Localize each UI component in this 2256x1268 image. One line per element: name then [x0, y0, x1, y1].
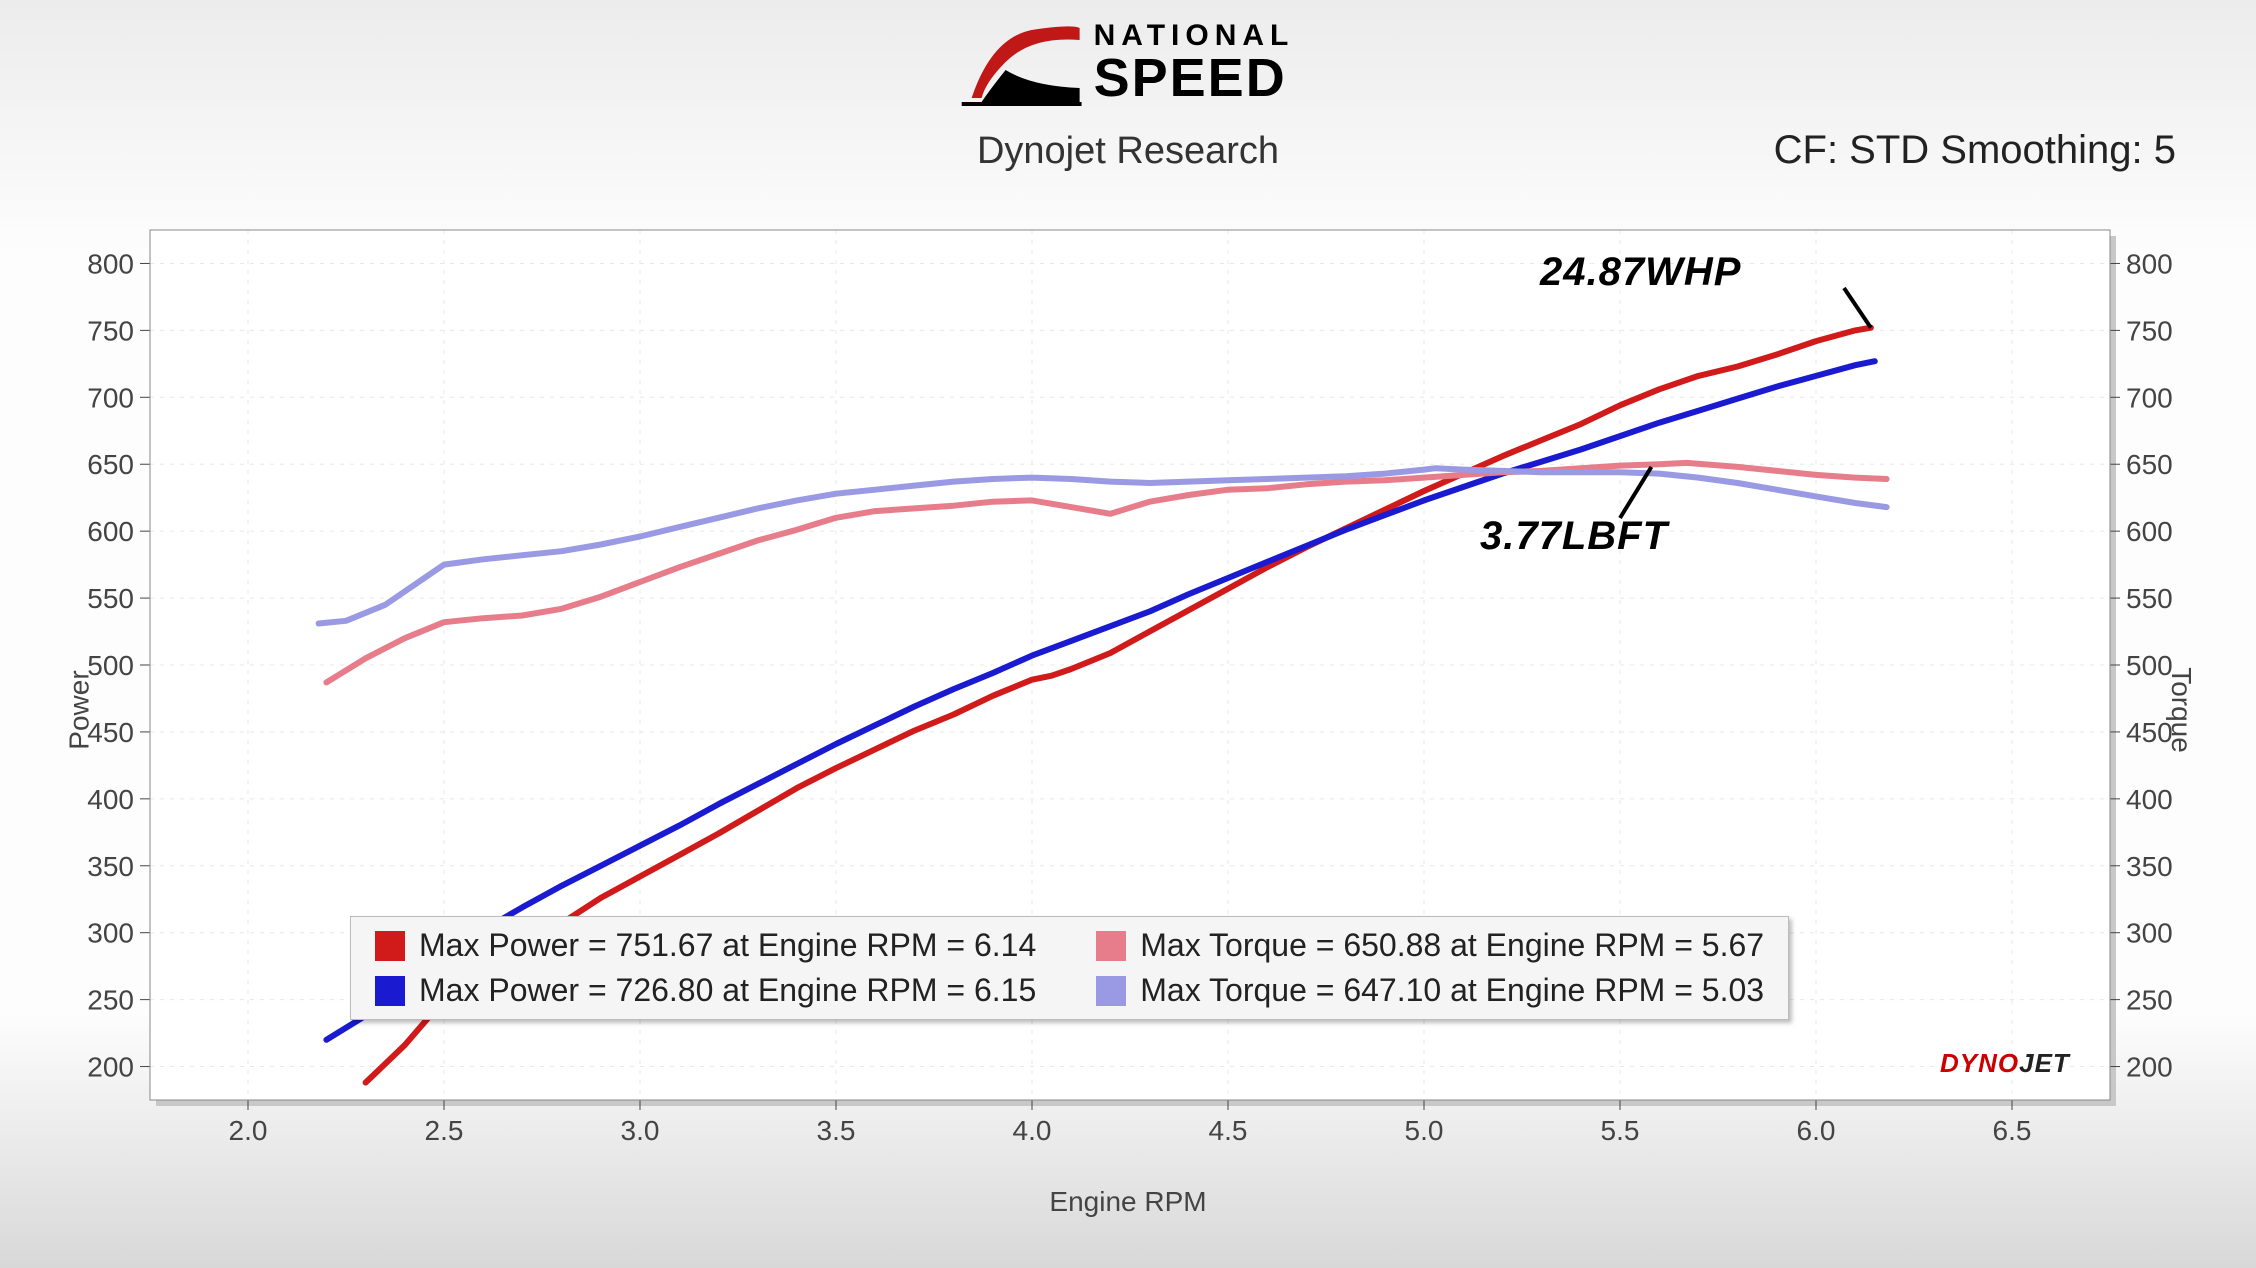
svg-text:750: 750 — [87, 315, 134, 346]
cf-smoothing-text: CF: STD Smoothing: 5 — [1774, 128, 2176, 173]
svg-text:200: 200 — [87, 1052, 134, 1083]
legend-item: Max Power = 726.80 at Engine RPM = 6.15 — [375, 972, 1036, 1009]
annotation-lbft: 3.77LBFT — [1480, 514, 1668, 559]
svg-text:6.5: 6.5 — [1993, 1115, 2032, 1146]
legend-label: Max Power = 751.67 at Engine RPM = 6.14 — [419, 927, 1036, 964]
svg-text:700: 700 — [2126, 382, 2173, 413]
page: NATIONAL SPEED Dynojet Research CF: STD … — [0, 0, 2256, 1268]
svg-text:3.5: 3.5 — [817, 1115, 856, 1146]
svg-text:6.0: 6.0 — [1797, 1115, 1836, 1146]
legend-item: Max Power = 751.67 at Engine RPM = 6.14 — [375, 927, 1036, 964]
y-axis-right-label: Torque — [2165, 667, 2197, 753]
legend-swatch — [375, 976, 405, 1006]
dynojet-watermark: DYNOJET — [1940, 1048, 2070, 1079]
y-axis-left-label: Power — [64, 670, 96, 749]
svg-text:750: 750 — [2126, 315, 2173, 346]
subtitle: Dynojet Research — [977, 130, 1279, 173]
annotation-whp: 24.87WHP — [1540, 250, 1741, 295]
legend-swatch — [375, 931, 405, 961]
legend: Max Power = 751.67 at Engine RPM = 6.14 M… — [350, 916, 1789, 1020]
svg-text:350: 350 — [87, 851, 134, 882]
svg-text:250: 250 — [87, 985, 134, 1016]
svg-text:300: 300 — [87, 918, 134, 949]
svg-text:800: 800 — [2126, 248, 2173, 279]
svg-text:650: 650 — [87, 449, 134, 480]
svg-text:550: 550 — [87, 583, 134, 614]
brand-top: NATIONAL — [1094, 21, 1295, 51]
watermark-black: JET — [2019, 1048, 2070, 1078]
svg-text:400: 400 — [2126, 784, 2173, 815]
svg-text:650: 650 — [2126, 449, 2173, 480]
legend-label: Max Power = 726.80 at Engine RPM = 6.15 — [419, 972, 1036, 1009]
svg-text:300: 300 — [2126, 918, 2173, 949]
svg-text:350: 350 — [2126, 851, 2173, 882]
svg-text:700: 700 — [87, 382, 134, 413]
brand-logo: NATIONAL SPEED — [962, 18, 1295, 108]
watermark-red: DYNO — [1940, 1048, 2019, 1078]
svg-text:5.0: 5.0 — [1405, 1115, 1444, 1146]
x-axis-label: Engine RPM — [1049, 1186, 1206, 1218]
legend-label: Max Torque = 647.10 at Engine RPM = 5.03 — [1140, 972, 1764, 1009]
svg-text:2.5: 2.5 — [425, 1115, 464, 1146]
brand-logo-mark — [962, 18, 1082, 108]
svg-text:200: 200 — [2126, 1052, 2173, 1083]
svg-text:250: 250 — [2126, 985, 2173, 1016]
legend-label: Max Torque = 650.88 at Engine RPM = 5.67 — [1140, 927, 1764, 964]
svg-text:4.0: 4.0 — [1013, 1115, 1052, 1146]
svg-text:400: 400 — [87, 784, 134, 815]
svg-text:600: 600 — [87, 516, 134, 547]
svg-text:4.5: 4.5 — [1209, 1115, 1248, 1146]
svg-text:5.5: 5.5 — [1601, 1115, 1640, 1146]
svg-text:600: 600 — [2126, 516, 2173, 547]
legend-item: Max Torque = 650.88 at Engine RPM = 5.67 — [1096, 927, 1764, 964]
svg-text:550: 550 — [2126, 583, 2173, 614]
legend-swatch — [1096, 931, 1126, 961]
legend-item: Max Torque = 647.10 at Engine RPM = 5.03 — [1096, 972, 1764, 1009]
svg-text:2.0: 2.0 — [229, 1115, 268, 1146]
svg-text:3.0: 3.0 — [621, 1115, 660, 1146]
brand-bottom: SPEED — [1094, 51, 1295, 105]
dyno-chart: 2.0 2.5 3.0 3.5 4.0 4.5 5.0 5.5 6.0 6.5 200 250 300 3… — [60, 210, 2196, 1210]
chart-svg: 2.0 2.5 3.0 3.5 4.0 4.5 5.0 5.5 6.0 6.5 200 250 300 3… — [60, 210, 2196, 1210]
svg-text:800: 800 — [87, 248, 134, 279]
brand-logo-text: NATIONAL SPEED — [1094, 21, 1295, 105]
legend-swatch — [1096, 976, 1126, 1006]
